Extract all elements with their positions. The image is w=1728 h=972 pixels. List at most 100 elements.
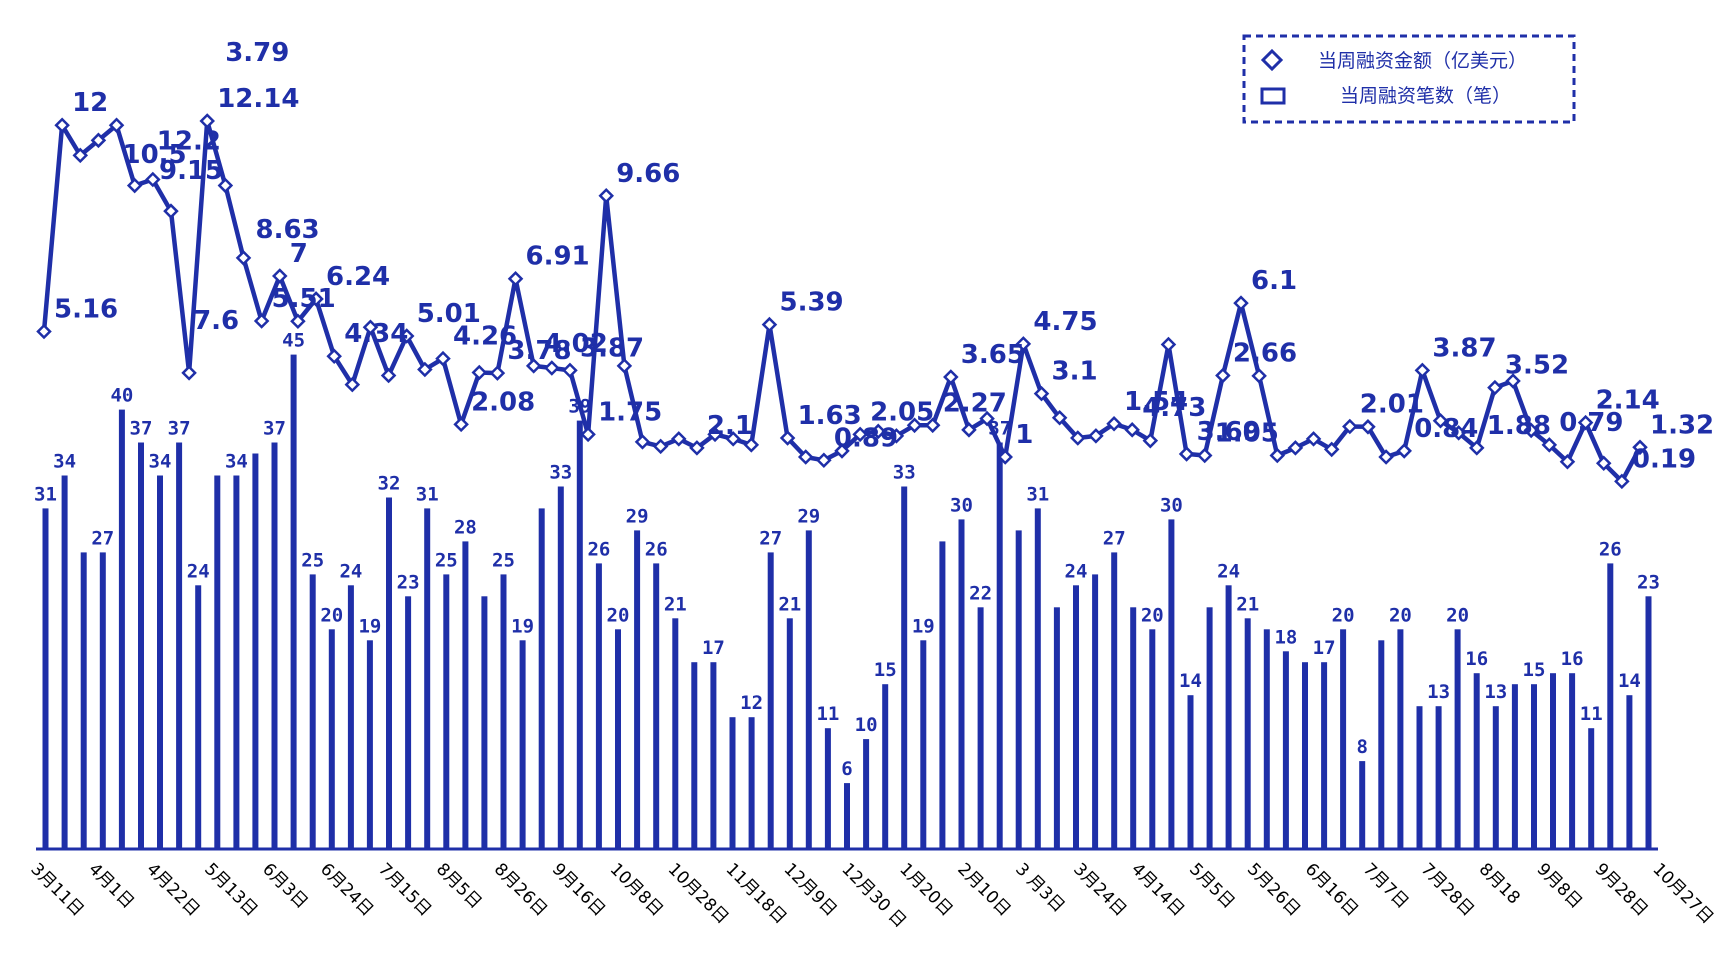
line-point: [362, 319, 379, 336]
line-point: [652, 438, 669, 455]
bar-data-label: 20: [1446, 604, 1469, 626]
bar-data-label: 20: [1141, 604, 1164, 626]
bar: [1168, 519, 1175, 849]
line-point: [1541, 437, 1558, 453]
bar-data-label: 15: [874, 659, 897, 681]
bar-data-label: 12: [740, 692, 763, 714]
bar: [1149, 629, 1156, 849]
x-tick-label: 10月28日: [664, 859, 733, 928]
bar: [1015, 530, 1022, 849]
bar-data-label: 21: [778, 593, 801, 615]
bar-data-label: 29: [626, 505, 649, 527]
bar: [653, 563, 660, 849]
line-data-label: 2.14: [1596, 386, 1660, 416]
line-point: [544, 360, 560, 376]
bar: [538, 508, 545, 849]
line-point: [979, 410, 995, 427]
x-tick-label: 8月18: [1475, 859, 1524, 908]
line-point: [453, 416, 469, 433]
x-tick-label: 10月27日: [1648, 859, 1717, 928]
line-point: [1051, 409, 1068, 426]
line-point: [163, 203, 179, 219]
bar-data-label: 15: [1523, 659, 1546, 681]
bar: [710, 662, 717, 849]
line-data-label: 5.01: [417, 299, 481, 329]
x-tick-label: 5月13日: [200, 859, 261, 920]
bar: [1416, 706, 1423, 849]
bar: [1378, 640, 1385, 849]
bar-data-label: 34: [149, 451, 172, 473]
bar: [1073, 585, 1079, 849]
bar-data-label: 27: [759, 527, 782, 549]
bar: [386, 497, 392, 849]
bar-data-label: 25: [435, 549, 458, 571]
x-tick-label: 3月24日: [1069, 859, 1130, 920]
bar-data-label: 37: [168, 418, 191, 440]
line-point: [852, 426, 868, 443]
line-data-label: 1.54: [1124, 387, 1188, 417]
bar: [1511, 684, 1518, 849]
bar: [80, 552, 87, 849]
legend: 当周融资金额（亿美元） 当周融资笔数（笔）: [1242, 34, 1576, 124]
bar-data-label: 24: [1065, 560, 1088, 582]
bar: [157, 475, 163, 849]
bar: [1282, 651, 1289, 849]
line-data-label: 8.63: [256, 215, 320, 245]
bar: [252, 453, 259, 849]
line-point: [1632, 439, 1648, 456]
bar-data-label: 30: [950, 494, 973, 516]
line-data-label: 4.02: [544, 329, 608, 359]
line-data-label: 3.65: [961, 340, 1025, 370]
bar-data-label: 13: [1484, 681, 1507, 703]
line-point: [90, 132, 107, 149]
x-tick-label: 2月10日: [953, 859, 1014, 920]
line-point: [743, 437, 760, 453]
bar: [1550, 673, 1556, 849]
bar-data-label: 24: [1217, 560, 1240, 582]
line-point: [525, 358, 542, 374]
bar-data-label: 14: [1179, 670, 1202, 692]
bar: [1626, 695, 1633, 849]
line-point: [1160, 336, 1177, 353]
bar-data-label: 23: [397, 571, 420, 593]
line-data-label: 5.51: [272, 284, 336, 314]
line-point: [398, 328, 415, 344]
bar: [443, 574, 450, 849]
line-point: [1178, 446, 1195, 462]
line-point: [616, 358, 633, 374]
bar: [366, 640, 373, 849]
bar: [1607, 563, 1614, 849]
bar: [424, 508, 431, 849]
line-point: [217, 177, 234, 194]
x-tick-label: 4月1日: [84, 859, 137, 912]
x-tick-label: 3月11日: [26, 859, 87, 920]
line-point: [1577, 414, 1594, 431]
bar-data-label: 24: [187, 560, 210, 582]
line-data-label: 2.1: [707, 411, 753, 441]
bar: [462, 541, 469, 849]
line-point: [1342, 418, 1358, 435]
line-data-label: 10.5: [123, 140, 187, 170]
bar-data-label: 26: [587, 538, 610, 560]
x-tick-label: 4月14日: [1127, 859, 1188, 920]
bar: [672, 618, 679, 849]
line-data-label: 3.1: [1052, 357, 1098, 387]
x-tick-label: 5月26日: [1243, 859, 1304, 920]
x-tick-label: 10月8日: [606, 859, 667, 920]
x-tick-label: 7月28日: [1417, 859, 1478, 920]
line-data-label: 4.73: [1142, 393, 1206, 423]
line-point: [1196, 447, 1213, 464]
line-data-label: 9.15: [159, 156, 223, 186]
bar-data-label: 30: [1160, 494, 1183, 516]
line-point: [779, 430, 796, 446]
bar-data-label: 34: [225, 451, 248, 473]
x-tick-label: 7月7日: [1359, 859, 1412, 912]
line-point: [489, 365, 506, 381]
bar-data-label: 25: [301, 549, 324, 571]
line-point: [380, 367, 397, 384]
line-data-label: 3.79: [225, 38, 289, 68]
line-data-label: 1.75: [598, 397, 662, 427]
bar-data-label: 24: [339, 560, 362, 582]
line-data-label: 12: [72, 88, 108, 118]
